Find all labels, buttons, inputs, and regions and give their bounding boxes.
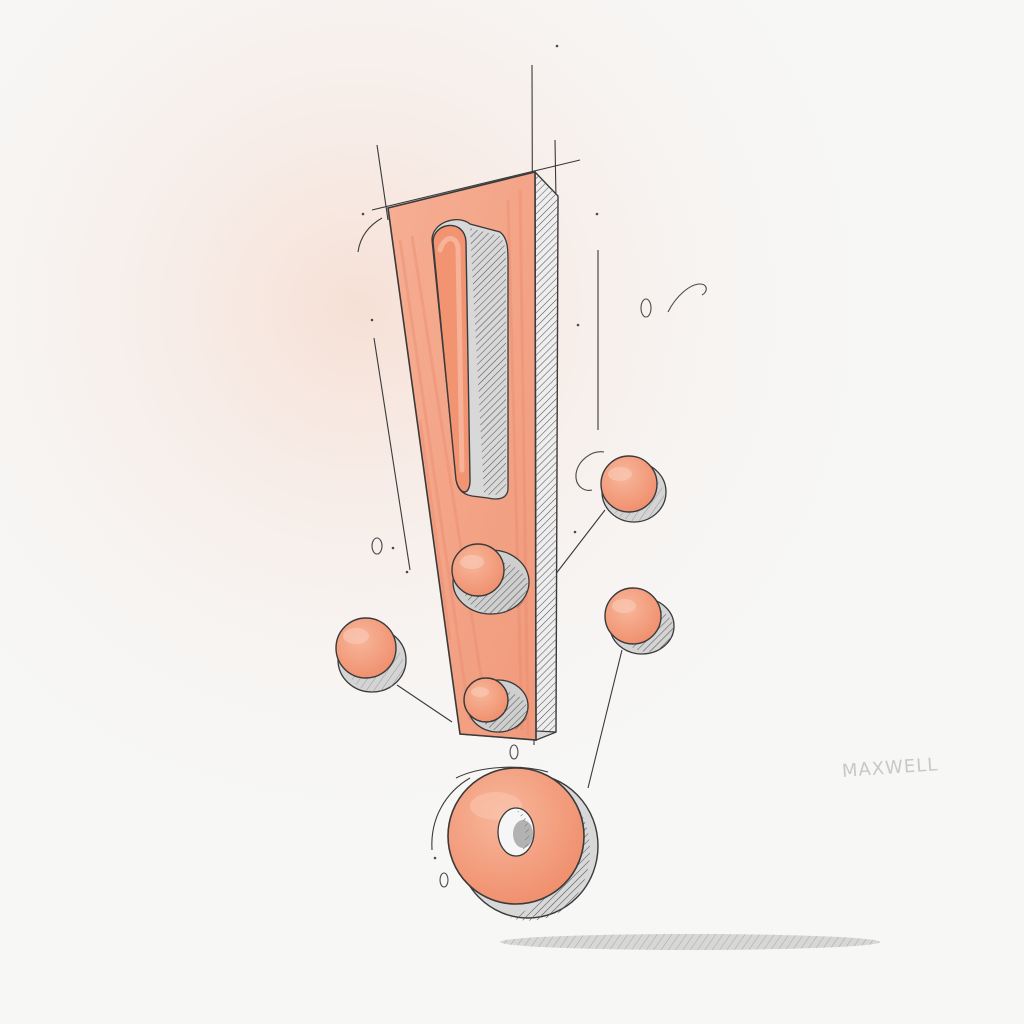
- stray-sketch-marks: [371, 283, 707, 888]
- exclamation-dot-disc: [447, 767, 599, 921]
- stray-dots: [361, 44, 599, 860]
- bar-side-hatching: [535, 172, 558, 740]
- bar-slot: [431, 219, 509, 500]
- marker-streaks: [398, 189, 530, 736]
- ground-shadow: [500, 934, 880, 950]
- floating-orb-top-right: [600, 455, 667, 523]
- floating-orb-left: [335, 617, 407, 693]
- bar-inset-dot-lower: [463, 677, 529, 733]
- bar-inset-dot-upper: [451, 543, 530, 615]
- floating-orb-right: [604, 587, 675, 655]
